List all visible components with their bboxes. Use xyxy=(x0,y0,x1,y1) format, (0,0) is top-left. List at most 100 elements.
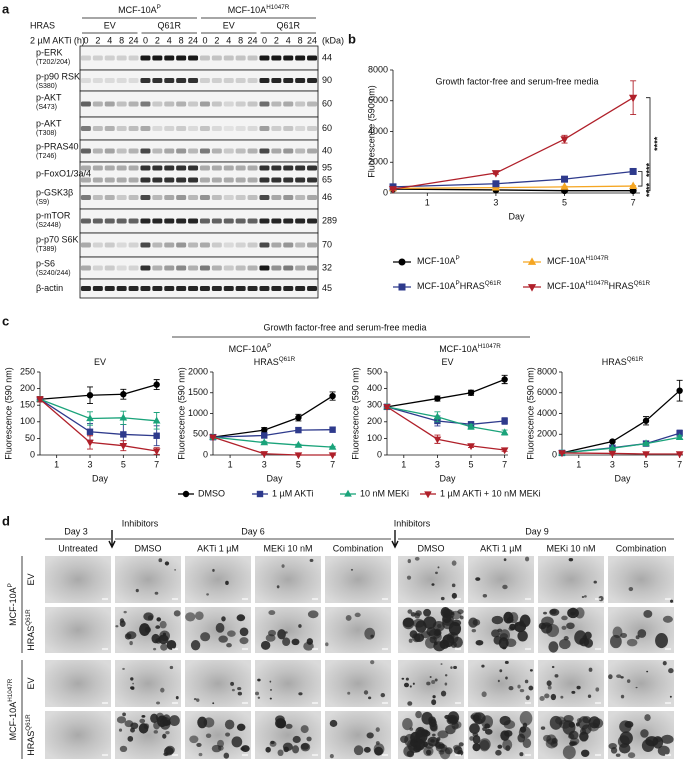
band xyxy=(307,78,318,83)
colony xyxy=(414,556,420,561)
cell-line-label: MCF-10AH1047R xyxy=(439,343,501,354)
y-tick-label: 250 xyxy=(20,366,35,376)
column-label: Combination xyxy=(616,543,667,553)
band xyxy=(116,286,127,291)
series-line xyxy=(561,452,680,455)
colony xyxy=(444,714,450,720)
colony xyxy=(156,617,162,622)
image-tile xyxy=(255,660,321,707)
colony xyxy=(626,638,638,647)
colony xyxy=(190,640,201,651)
band xyxy=(235,286,246,291)
colony xyxy=(431,583,435,586)
colony xyxy=(479,740,490,752)
y-tick-label: 0 xyxy=(30,449,35,459)
x-tick-label: 3 xyxy=(435,459,440,469)
band xyxy=(152,265,163,271)
band xyxy=(211,148,222,154)
y-tick-label: 0 xyxy=(203,449,208,459)
band xyxy=(176,55,187,61)
colony xyxy=(408,638,413,643)
band xyxy=(307,101,318,107)
x-tick-label: 3 xyxy=(493,197,498,207)
row-label: HRASQ61R xyxy=(25,714,36,756)
legend-label: MCF-10AH1047R xyxy=(547,255,609,266)
band xyxy=(295,177,306,183)
marker xyxy=(182,490,190,498)
colony xyxy=(239,637,249,645)
image-tile xyxy=(325,556,391,603)
x-tick-label: 5 xyxy=(644,459,649,469)
colony xyxy=(610,634,622,649)
marker xyxy=(501,417,508,425)
band xyxy=(259,242,270,248)
band xyxy=(188,286,199,291)
band xyxy=(92,165,103,171)
colony xyxy=(437,623,442,629)
band xyxy=(116,165,127,171)
band xyxy=(80,177,91,183)
blot-box xyxy=(79,139,319,163)
blot-row-site: (T308) xyxy=(36,130,57,137)
marker xyxy=(86,428,94,435)
band xyxy=(128,101,139,107)
band xyxy=(152,218,163,224)
band xyxy=(104,126,115,131)
blot-box xyxy=(79,69,319,92)
colony xyxy=(561,615,568,621)
colony xyxy=(409,630,418,638)
column-label: AKTi 1 µM xyxy=(197,543,239,553)
band xyxy=(116,78,127,83)
colony xyxy=(122,712,126,717)
band xyxy=(307,55,318,61)
colony xyxy=(141,714,146,718)
colony xyxy=(124,720,134,728)
legend-label-text: HRAS xyxy=(460,281,485,291)
colony xyxy=(270,740,275,745)
band xyxy=(223,101,234,107)
kda-value: 46 xyxy=(322,192,332,202)
kda-value: 70 xyxy=(322,239,332,249)
colony xyxy=(406,575,412,580)
inhibitors-label: Inhibitors xyxy=(122,518,159,528)
row-label-text: HRAS xyxy=(26,731,36,756)
colony xyxy=(584,631,592,640)
colony xyxy=(482,593,488,598)
band xyxy=(223,265,234,271)
colony xyxy=(620,694,625,699)
colony xyxy=(175,695,179,700)
x-tick-label: 7 xyxy=(154,459,159,469)
timepoint: 2 xyxy=(95,35,100,45)
series-line xyxy=(392,97,634,190)
band xyxy=(104,165,115,171)
blot-row-label: p-PRAS40 xyxy=(36,141,79,151)
blot-row-label: p-FoxO1/3a/4 xyxy=(36,168,91,178)
colony xyxy=(400,735,409,744)
band xyxy=(223,55,234,61)
band xyxy=(140,242,151,248)
marker xyxy=(642,417,650,424)
band xyxy=(92,55,103,61)
band xyxy=(176,148,187,154)
colony xyxy=(118,728,123,732)
legend-label: 1 µM AKTi + 10 nM MEKi xyxy=(440,488,541,498)
colony xyxy=(236,614,246,622)
band xyxy=(92,242,103,248)
blot-box xyxy=(79,232,319,258)
cell-line-label-sup: H1047R xyxy=(266,4,290,11)
legend-label-sup: Q61R xyxy=(485,280,502,287)
band xyxy=(140,78,151,83)
cell-line-label-text: MCF-10A xyxy=(118,5,157,15)
colony xyxy=(562,745,576,760)
colony xyxy=(196,742,202,747)
colony xyxy=(407,701,413,706)
panel-label: a xyxy=(2,1,10,16)
band xyxy=(235,177,246,183)
colony xyxy=(164,561,170,566)
y-tick-label: 6000 xyxy=(537,387,557,397)
band xyxy=(283,55,294,61)
significance-stars: **** xyxy=(652,136,662,151)
band xyxy=(104,101,115,107)
row-label-text: HRAS xyxy=(26,626,36,651)
band xyxy=(211,101,222,107)
